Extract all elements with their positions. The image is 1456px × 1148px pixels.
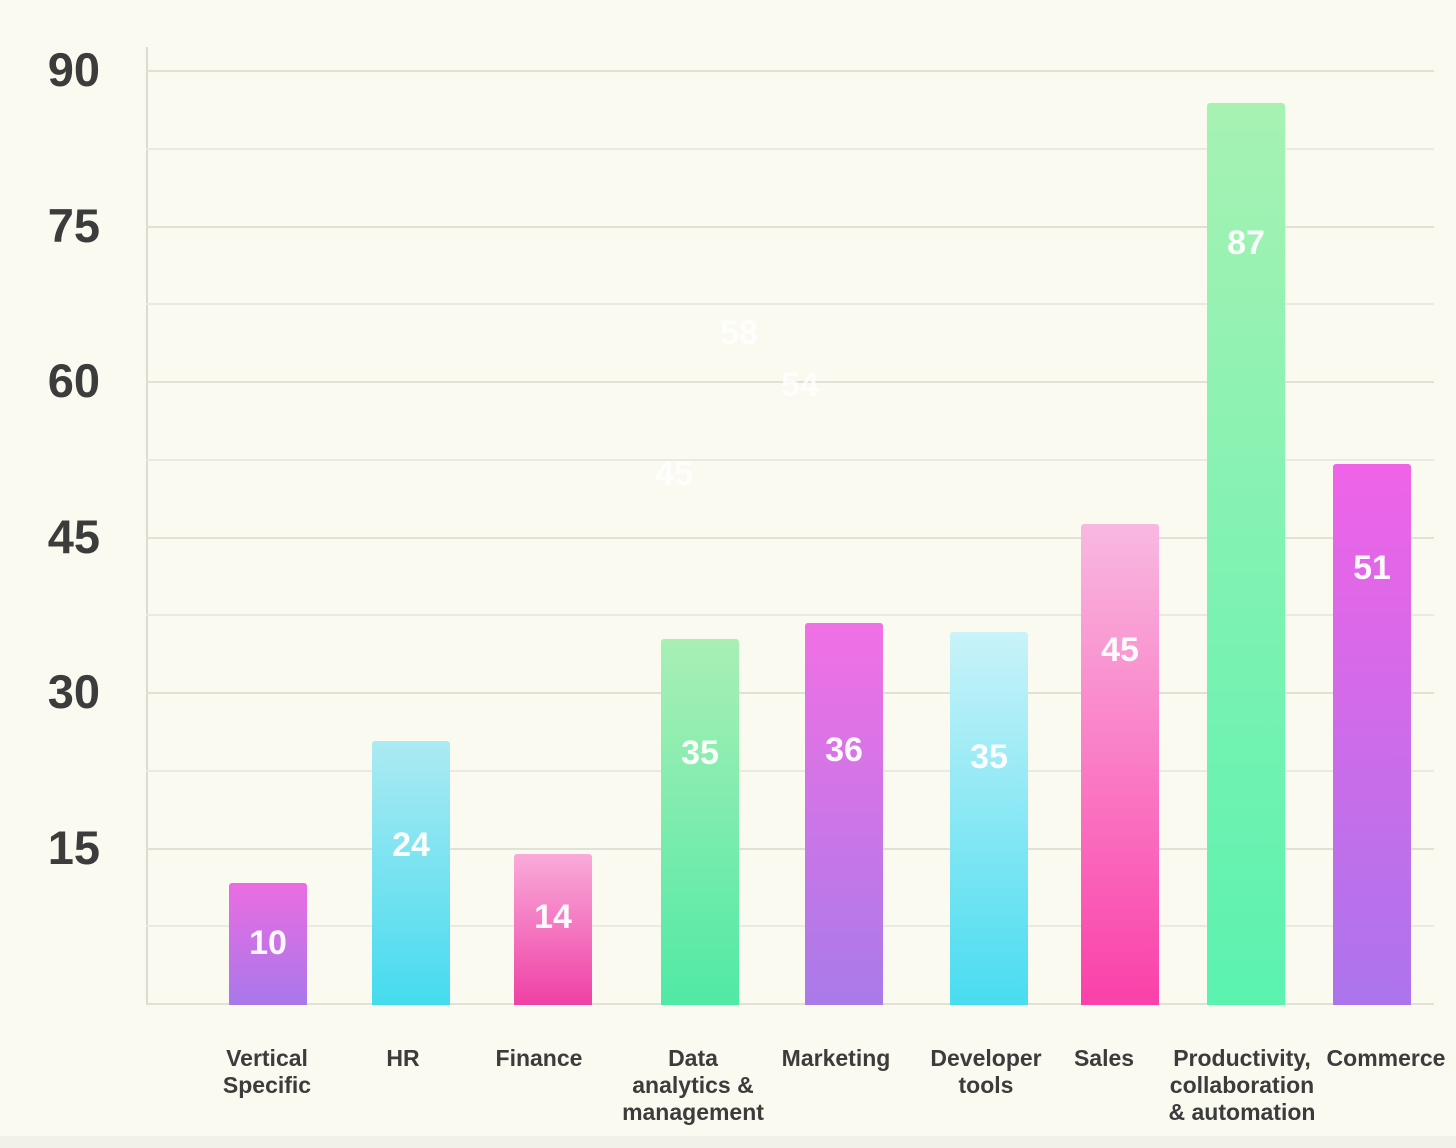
bar-value-label: 24 [392,826,430,864]
bar-value-label: 87 [1227,224,1265,262]
x-axis-category-label-line: & automation [1168,1099,1316,1125]
minor-gridline [146,303,1434,305]
minor-gridline [146,770,1434,772]
minor-gridline [146,925,1434,927]
major-gridline [146,226,1434,228]
x-axis-category-label-line: Specific [222,1072,312,1098]
x-axis-category-label: Data analytics & management [573,1045,813,1126]
x-axis-category-label-line: Commerce [1326,1045,1446,1071]
x-axis-category-label-line: analytics & [632,1072,754,1098]
bar-value-label: 51 [1353,549,1391,587]
footer-strip [0,1136,1456,1148]
bar-value-label: 14 [534,898,572,936]
bar-value-label: 35 [970,738,1008,776]
x-axis-category-label-line: HR [386,1045,420,1071]
y-axis-tick-label: 90 [47,43,100,96]
minor-gridline [146,614,1434,616]
bar-hr[interactable]: 24 [372,741,450,1005]
x-axis-category-label-line: Sales [1073,1045,1135,1071]
x-axis-category-label-line: Data [668,1045,718,1071]
bar-marketing[interactable]: 36 [805,623,883,1005]
major-gridline [146,692,1434,694]
x-axis-category-label: Developer tools [866,1045,1106,1099]
bar-value-label: 10 [249,924,287,962]
minor-gridline [146,459,1434,461]
major-gridline [146,848,1434,850]
bar-value-label: 35 [681,734,719,772]
y-axis-tick-label: 60 [47,354,100,407]
y-axis-tick-label: 45 [47,510,100,563]
bar-productivity-collaboration-automation[interactable]: 87 [1207,103,1285,1005]
x-axis-category-label-line: collaboration [1169,1072,1315,1098]
x-axis-category-label: Marketing [716,1045,956,1072]
minor-gridline [146,148,1434,150]
ghost-value-label: 58 [720,314,758,352]
bar-sales[interactable]: 45 [1081,524,1159,1005]
x-axis-category-label-line: Marketing [781,1045,891,1071]
x-axis-category-label: HR [283,1045,523,1072]
x-axis-category-label: Productivity, collaboration & automation [1122,1045,1362,1126]
bar-commerce[interactable]: 51 [1333,464,1411,1005]
bar-finance[interactable]: 14 [514,854,592,1005]
x-axis-category-label: Commerce [1266,1045,1456,1072]
bar-value-label: 45 [1101,631,1139,669]
bar-developer-tools[interactable]: 35 [950,632,1028,1005]
y-axis-tick-label: 75 [47,199,100,252]
x-axis-category-label: Sales [984,1045,1224,1072]
x-axis-category-label-line: Productivity, [1173,1045,1311,1071]
major-gridline [146,70,1434,72]
major-gridline [146,1003,1434,1005]
y-axis-tick-label: 30 [47,665,100,718]
y-axis-tick-label: 15 [47,821,100,874]
x-axis-category-label-line: Vertical [226,1045,308,1071]
x-axis-category-label: Vertical Specific [147,1045,387,1099]
major-gridline [146,381,1434,383]
bar-data-analytics-management[interactable]: 35 [661,639,739,1005]
ghost-value-label: 54 [781,366,819,404]
x-axis-category-label-line: tools [958,1072,1014,1098]
x-axis-category-label-line: Developer [930,1045,1042,1071]
major-gridline [146,537,1434,539]
x-axis-category-label-line: management [622,1099,764,1125]
x-axis-category-label: Finance [419,1045,659,1072]
bar-value-label: 36 [825,731,863,769]
bar-vertical-specific[interactable]: 10 [229,883,307,1005]
y-axis-line [146,47,148,1005]
ghost-value-label: 45 [655,455,693,493]
x-axis-category-label-line: Finance [495,1045,583,1071]
